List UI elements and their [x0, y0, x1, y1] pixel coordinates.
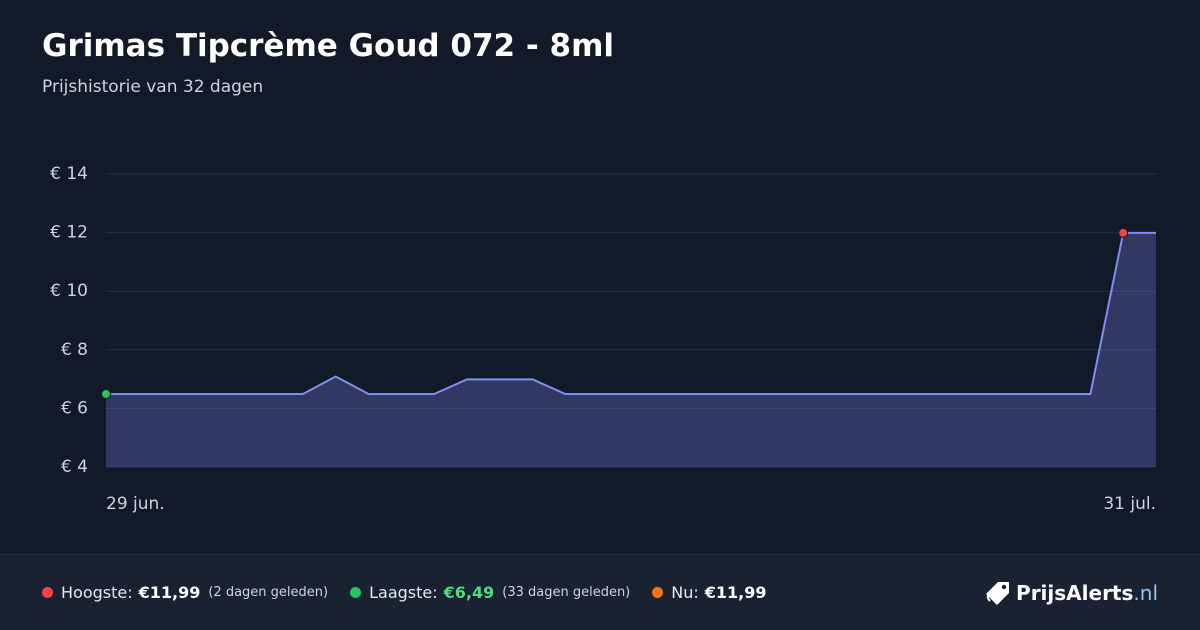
dot — [42, 587, 53, 598]
y-tick-label: € 12 — [50, 223, 88, 243]
x-tick-label: 31 jul. — [1103, 494, 1156, 514]
x-tick-label: 29 jun. — [106, 494, 165, 514]
chart-title: Grimas Tipcrème Goud 072 - 8ml — [42, 28, 615, 64]
area — [106, 232, 1156, 467]
note: (33 dagen geleden) — [502, 585, 631, 600]
footer: Hoogste: €11,99 (2 dagen geleden) Laagste:… — [0, 554, 1200, 630]
dot — [350, 587, 362, 598]
chart: € 4 € 6 € 8 € 10 € 12 € 14 29 jun. 31 jul. — [50, 164, 1156, 514]
note: (2 dagen geleden) — [208, 585, 329, 600]
stat-now: Nu: €11,99 — [652, 583, 767, 602]
logo-name: PrijsAlerts — [1016, 581, 1134, 605]
y-tick-label: € 6 — [61, 398, 88, 418]
y-tick-label: € 8 — [61, 340, 88, 360]
value: €6,49 — [443, 583, 495, 602]
chart-subtitle: Prijshistorie van 32 dagen — [42, 77, 264, 97]
dot — [652, 587, 664, 598]
line — [106, 231, 1156, 396]
label: Hoogste: — [61, 583, 133, 602]
logo[interactable]: PrijsAlerts .nl — [984, 579, 1158, 607]
high-marker — [1118, 227, 1129, 238]
stat-high: Hoogste: €11,99 (2 dagen geleden) — [42, 583, 328, 602]
value: €11,99 — [704, 583, 767, 602]
label: Nu: — [671, 583, 699, 602]
stat-low: Laagste: €6,49 (33 dagen geleden) — [350, 583, 630, 602]
y-tick-label: € 14 — [50, 164, 88, 184]
low-marker — [101, 389, 111, 400]
value: €11,99 — [138, 583, 201, 602]
label: Laagste: — [369, 583, 438, 602]
y-tick-label: € 10 — [50, 281, 88, 301]
y-tick-label: € 4 — [61, 457, 88, 477]
logo-icon — [986, 582, 1010, 605]
logo-tld: .nl — [1133, 581, 1158, 605]
